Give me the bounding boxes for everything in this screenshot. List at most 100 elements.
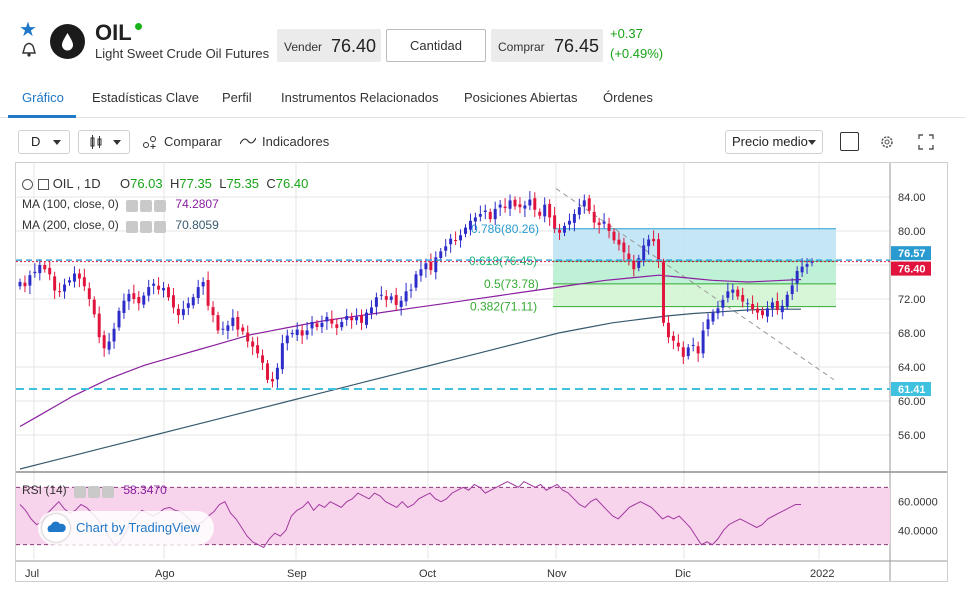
- collapse-icon[interactable]: [22, 179, 33, 191]
- candle-body: [201, 282, 205, 287]
- candle-body: [533, 198, 537, 210]
- candle-body: [582, 200, 586, 207]
- quantity-input[interactable]: Cantidad: [386, 29, 486, 62]
- candle-body: [270, 379, 274, 382]
- indicators-button[interactable]: Indicadores: [262, 134, 330, 149]
- candle-body: [335, 324, 339, 328]
- buy-button[interactable]: Comprar 76.45: [491, 29, 603, 62]
- fib-zone-0786: [553, 228, 836, 262]
- tradingview-badge[interactable]: Chart by TradingView: [38, 511, 214, 545]
- y-tick-label: 60.00: [898, 396, 926, 408]
- settings-gear-icon[interactable]: [879, 134, 895, 150]
- y-tick-label: 80.00: [898, 226, 926, 238]
- candle-body: [87, 288, 91, 299]
- tab-perfil[interactable]: Perfil: [222, 90, 252, 105]
- candle-body: [662, 262, 665, 323]
- fib-level-label: 0.5(73.78): [484, 277, 539, 291]
- candle-body: [379, 294, 383, 296]
- candle-body: [736, 289, 740, 297]
- candle-body: [72, 273, 76, 282]
- sell-button[interactable]: Vender 76.40: [277, 29, 381, 62]
- tab-instrumentos-relacionados[interactable]: Instrumentos Relacionados: [281, 90, 439, 105]
- legend-c-label: C: [266, 176, 276, 191]
- tab-grafico[interactable]: Gráfico: [22, 90, 64, 105]
- price-tag-bg: [891, 261, 931, 276]
- interval-dropdown[interactable]: D: [18, 130, 70, 154]
- candle-body: [716, 308, 720, 314]
- candle-body: [256, 345, 260, 354]
- candle-body: [58, 291, 62, 293]
- candle-body: [48, 267, 52, 275]
- price-tag-bg: [891, 382, 931, 397]
- candle-body: [657, 239, 661, 261]
- candle-body: [632, 260, 636, 270]
- ma200-controls[interactable]: [126, 219, 168, 233]
- rsi-label: RSI (14): [22, 483, 67, 497]
- candle-body: [414, 274, 418, 288]
- candle-body: [696, 346, 700, 354]
- candle-body: [23, 282, 27, 287]
- chart-type-dropdown[interactable]: [78, 130, 130, 154]
- chart-canvas[interactable]: 84.0080.0076.0072.0068.0064.0060.0056.00…: [16, 163, 947, 581]
- favorite-star-icon[interactable]: ★: [19, 19, 37, 41]
- indicators-icon[interactable]: [240, 136, 256, 146]
- candle-body: [350, 317, 354, 321]
- rsi-controls[interactable]: [74, 484, 116, 498]
- candle-body: [612, 231, 616, 241]
- compare-icon[interactable]: [142, 134, 158, 150]
- symbol-title: OIL: [95, 20, 132, 45]
- legend-symbol-interval: OIL , 1D: [52, 176, 101, 191]
- rsi-value: 58.3470: [123, 483, 167, 497]
- buy-price: 76.45: [554, 36, 600, 56]
- candle-body: [82, 277, 86, 287]
- candle-body: [142, 295, 146, 305]
- candle-body: [711, 312, 715, 322]
- candle-body: [92, 299, 96, 315]
- candle-body: [666, 322, 670, 338]
- candle-body: [473, 217, 477, 222]
- tab-posiciones-abiertas[interactable]: Posiciones Abiertas: [464, 90, 578, 105]
- compare-button[interactable]: Comparar: [164, 134, 222, 149]
- rsi-tick-label: 40.0000: [898, 525, 938, 537]
- tradingview-cloud-icon: [42, 514, 70, 542]
- candle-body: [77, 273, 81, 279]
- candle-body: [38, 265, 42, 274]
- tab-ordenes[interactable]: Órdenes: [603, 90, 653, 105]
- candle-body: [147, 287, 151, 296]
- price-chart[interactable]: 84.0080.0076.0072.0068.0064.0060.0056.00…: [15, 162, 948, 582]
- candle-body: [369, 307, 373, 314]
- legend-box-icon[interactable]: [38, 179, 50, 191]
- y-tick-label: 68.00: [898, 328, 926, 340]
- candle-body: [706, 319, 710, 330]
- fib-level-label: 0.618(76.45): [469, 254, 537, 268]
- candle-body: [196, 287, 200, 298]
- fullscreen-square-icon[interactable]: [840, 132, 859, 151]
- candle-body: [231, 317, 235, 327]
- bell-icon[interactable]: [19, 40, 39, 58]
- candle-body: [780, 305, 784, 313]
- expand-icon[interactable]: [918, 134, 934, 150]
- ma100-controls[interactable]: [126, 198, 168, 212]
- x-tick-label: Sep: [287, 568, 307, 580]
- ohlc-legend: OIL , 1D O76.03 H77.35 L75.35 C76.40: [22, 176, 308, 191]
- candle-body: [691, 344, 695, 346]
- tab-estadisticas-clave[interactable]: Estadísticas Clave: [92, 90, 199, 105]
- price-type-dropdown[interactable]: Precio medio: [725, 130, 823, 154]
- oil-logo-icon: [50, 24, 85, 59]
- legend-l-value: 75.35: [226, 176, 260, 191]
- x-tick-label: 2022: [810, 568, 834, 580]
- candle-body: [652, 238, 656, 242]
- candle-body: [374, 297, 378, 307]
- candle-body: [191, 297, 195, 306]
- candle-body: [290, 333, 294, 335]
- candle-body: [790, 285, 794, 295]
- candle-body: [181, 309, 185, 316]
- rsi-tick-label: 60.0000: [898, 497, 938, 509]
- candle-body: [538, 211, 542, 216]
- candle-body: [785, 294, 789, 307]
- candle-body: [647, 239, 651, 247]
- rsi-legend: RSI (14) 58.3470: [22, 483, 167, 498]
- candle-body: [577, 207, 581, 215]
- candle-body: [528, 199, 532, 206]
- candle-body: [325, 316, 329, 322]
